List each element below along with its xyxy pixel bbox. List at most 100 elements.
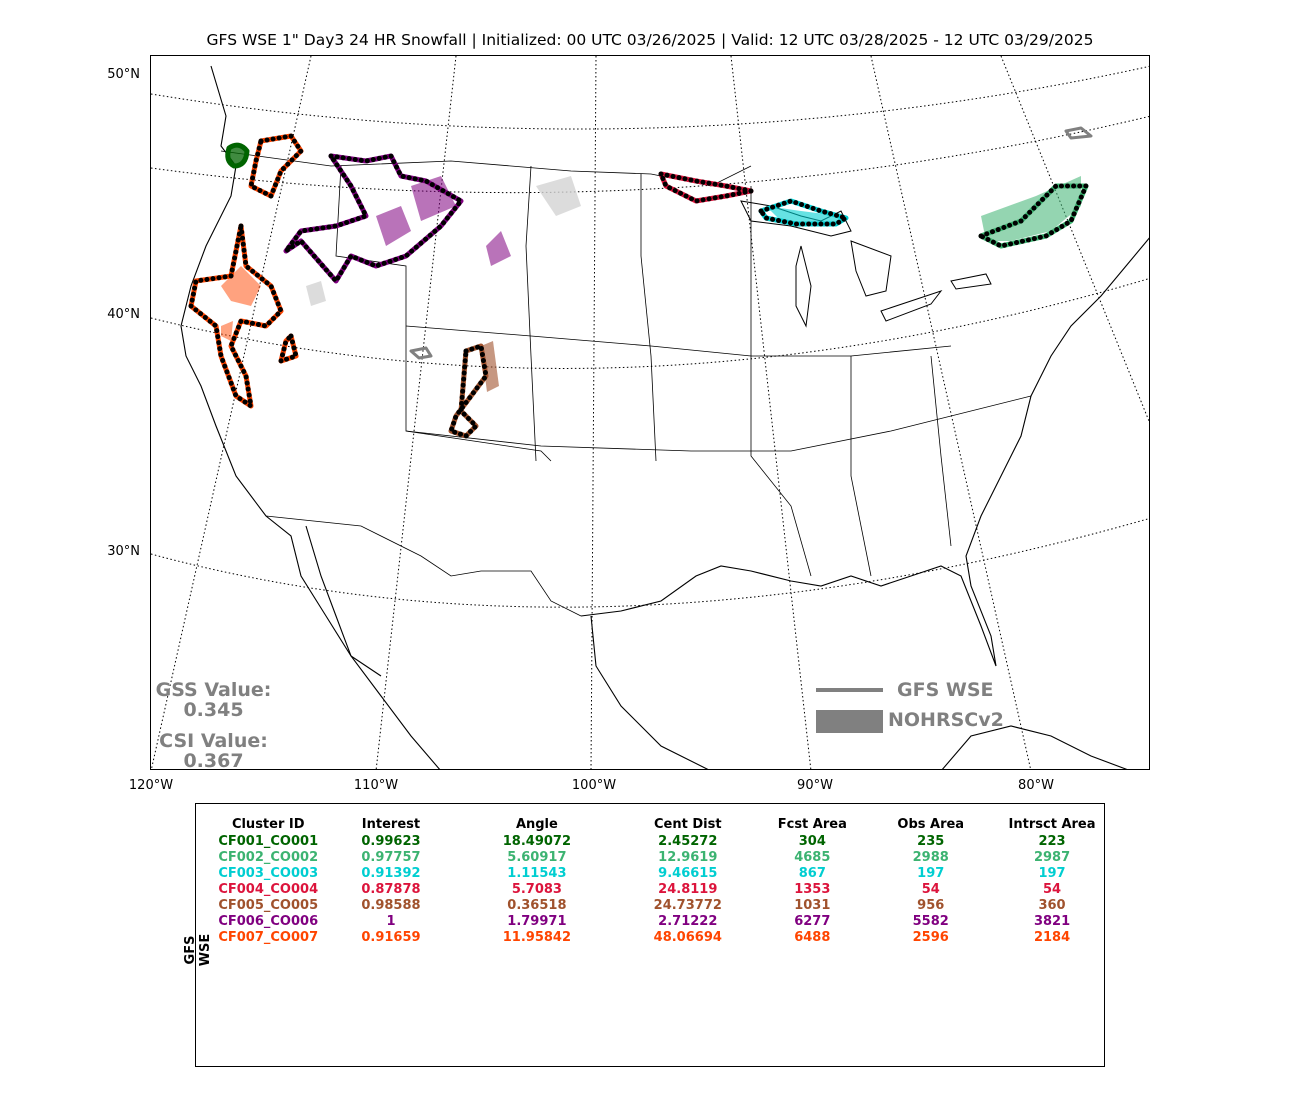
lake-huron [850, 240, 892, 297]
table-cell: 6277 [794, 913, 831, 929]
lon-label-80: 80°W [1018, 778, 1054, 793]
lon-label-110: 110°W [353, 778, 399, 793]
border-east-2 [930, 355, 952, 547]
fcst-dots-cf007 [188, 133, 305, 412]
table-cell: 1.11543 [507, 865, 567, 881]
lat-line-47 [151, 115, 1149, 194]
lake-michigan [795, 245, 812, 328]
stats-table-panel: Cluster ID Interest Angle Cent Dist Fcst… [195, 803, 1105, 1067]
table-header-row: Cluster ID Interest Angle Cent Dist Fcst… [216, 815, 1104, 833]
fcst-outline-gray [409, 346, 433, 360]
table-row: CF001_CO001 0.99623 18.49072 2.45272 304 235 2… [216, 833, 1104, 849]
table-cell: 2.71222 [658, 913, 718, 929]
lat-label-40: 40°N [107, 307, 140, 322]
border-west-states [335, 165, 552, 462]
border-east-1 [850, 356, 872, 577]
table-cell: 0.91392 [361, 865, 421, 881]
table-cell: 5.60917 [507, 849, 567, 865]
table-body: CF001_CO001 0.99623 18.49072 2.45272 304 235 2… [216, 833, 1104, 945]
obs-area-cf006b [376, 206, 411, 246]
table-cell: 2.45272 [658, 833, 718, 849]
table-cell: CF003_CO003 [218, 865, 319, 881]
great-lakes [740, 200, 992, 328]
csi-value: 0.367 [183, 750, 244, 770]
forecast-dots [188, 133, 1090, 439]
table-cell: 197 [917, 865, 945, 881]
table-cell: 867 [798, 865, 826, 881]
table-cell: CF007_CO007 [218, 929, 319, 945]
gss-label: GSS Value: [155, 679, 272, 701]
table-cell: 24.73772 [653, 897, 722, 913]
mexico-east-coast [590, 615, 709, 769]
table-cell: 54 [1042, 881, 1062, 897]
lon-label-100: 100°W [571, 778, 617, 793]
table-cell: 360 [1038, 897, 1066, 913]
border-plains-2 [640, 174, 657, 462]
table-row: CF006_CO006 1 1.79971 2.71222 6277 5582 3821 [216, 913, 1104, 929]
header-fcst-area: Fcst Area [777, 816, 847, 832]
header-intrsct-area: Intrsct Area [1008, 816, 1096, 832]
table-cell: CF001_CO001 [218, 833, 319, 849]
table-row: CF003_CO003 0.91392 1.11543 9.46615 867 197 19… [216, 865, 1104, 881]
border-central [405, 325, 952, 357]
table-row: CF004_CO004 0.87878 5.7083 24.8119 1353 54 54 [216, 881, 1104, 897]
header-angle: Angle [515, 816, 558, 832]
table-cell: 11.95842 [502, 929, 572, 945]
table-cell: 223 [1038, 833, 1066, 849]
border-plains-1 [525, 165, 537, 462]
table-cell: 6488 [794, 929, 831, 945]
table-cell: 5582 [912, 913, 949, 929]
figure-title: GFS WSE 1" Day3 24 HR Snowfall | Initial… [206, 31, 1094, 49]
table-cell: 0.36518 [507, 897, 567, 913]
table-row: CF007_CO007 0.91659 11.95842 48.06694 6488 25… [216, 929, 1104, 945]
gss-value: 0.345 [183, 699, 244, 721]
table-cell: 1.79971 [507, 913, 567, 929]
baja-gulf [305, 525, 382, 677]
table-cell: 2988 [912, 849, 949, 865]
table-cell: CF002_CO002 [218, 849, 319, 865]
header-obs-area: Obs Area [897, 816, 965, 832]
stats-table: Cluster ID Interest Angle Cent Dist Fcst… [216, 815, 1104, 945]
header-interest: Interest [361, 816, 421, 832]
table-cell: 54 [921, 881, 940, 897]
lon-label-90: 90°W [797, 778, 833, 793]
fcst-outline-gray2 [1064, 126, 1093, 140]
fcst-outline-cf006 [283, 153, 464, 284]
lat-line-30 [151, 518, 1149, 608]
lon-line-110 [375, 56, 457, 769]
table-cell: 1353 [794, 881, 831, 897]
lon-line-80 [870, 56, 1032, 769]
obs-area-gray2 [306, 281, 326, 306]
fcst-dots-cf006 [284, 152, 465, 286]
table-cell: 5.7083 [511, 881, 562, 897]
border-south [405, 395, 1032, 452]
table-cell: 2596 [912, 929, 949, 945]
fcst-dots-cf003 [756, 198, 853, 227]
table-cell: 0.99623 [361, 833, 421, 849]
table-cell: 2184 [1033, 929, 1071, 945]
table-cell: 0.98588 [361, 897, 421, 913]
table-cell: 197 [1038, 865, 1066, 881]
table-cell: 0.97757 [361, 849, 421, 865]
csi-label: CSI Value: [159, 730, 268, 752]
gulf-and-east-coast [580, 237, 1149, 667]
map-canvas [151, 56, 1149, 769]
fcst-dots-cf004 [656, 170, 752, 204]
table-cell: 1 [386, 913, 396, 929]
lat-line-40 [151, 278, 1149, 369]
table-cell: CF004_CO004 [218, 881, 319, 897]
table-cell: 4685 [794, 849, 831, 865]
legend-forecast-label: GFS WSE [897, 679, 994, 701]
header-cluster-id: Cluster ID [231, 816, 305, 832]
lon-line-70 [1000, 56, 1149, 423]
graticule [151, 56, 1149, 769]
obs-area-cf006 [411, 176, 511, 266]
table-cell: CF005_CO005 [218, 897, 319, 913]
map-panel: GSS Value: 0.345 CSI Value: 0.367 GFS WS… [150, 55, 1150, 770]
table-cell: CF006_CO006 [218, 913, 319, 929]
border-mississippi [750, 186, 812, 577]
west-coast [180, 65, 441, 769]
table-cell: 12.9619 [658, 849, 718, 865]
table-cell: 0.91659 [361, 929, 421, 945]
table-cell: 304 [798, 833, 826, 849]
